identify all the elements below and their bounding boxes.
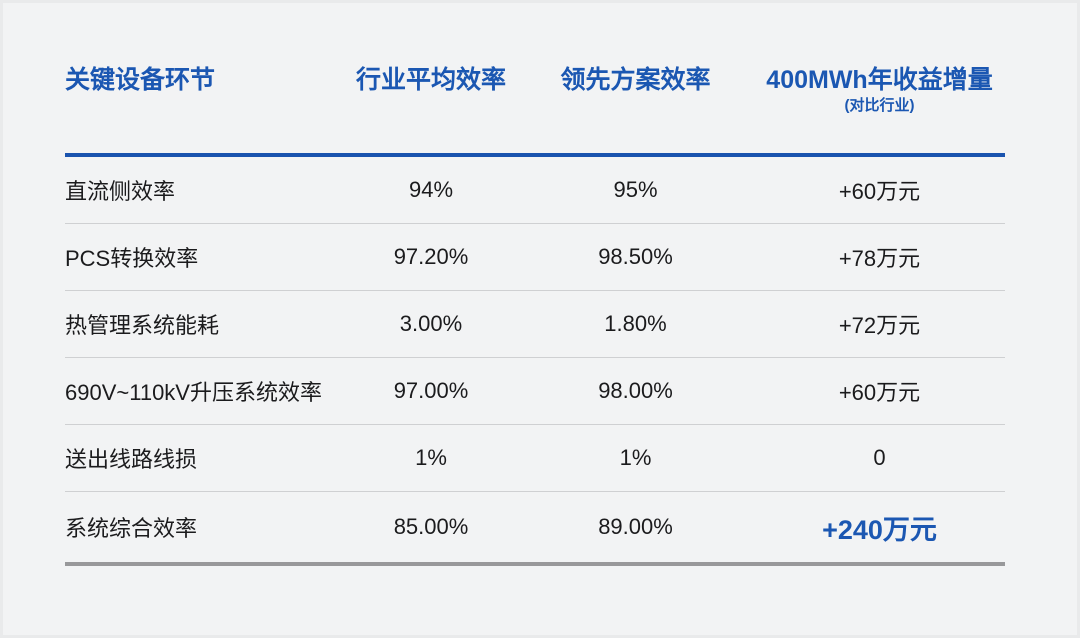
- leading-solution-value: 95%: [613, 177, 658, 202]
- industry-average-value: 94%: [408, 177, 454, 202]
- column-header-annual-gain-subtitle: (对比行业): [844, 97, 915, 114]
- row-label: 热管理系统能耗: [65, 313, 220, 338]
- industry-average-value: 97.20%: [393, 244, 469, 269]
- column-header-annual-gain-title: 400MWh年收益增量: [766, 66, 993, 94]
- table-row: 690V~110kV升压系统效率 97.00% 98.00% +60万元: [65, 358, 1005, 425]
- column-header-industry-average: 行业平均效率: [355, 66, 506, 94]
- leading-solution-value: 98.00%: [598, 378, 673, 403]
- column-header-annual-gain: 400MWh年收益增量 (对比行业): [754, 65, 1005, 115]
- annual-gain-value: +78万元: [838, 246, 921, 271]
- column-header-equipment: 关键设备环节: [65, 66, 216, 94]
- industry-average-value: 97.00%: [393, 378, 469, 403]
- table-bottom-rule: [65, 562, 1005, 566]
- header-divider-rule: [65, 153, 1005, 157]
- row-label: 系统综合效率: [65, 516, 198, 541]
- table-row: 热管理系统能耗 3.00% 1.80% +72万元: [65, 291, 1005, 358]
- annual-gain-value: +72万元: [838, 313, 921, 338]
- annual-gain-total-highlight: +240万元: [822, 514, 937, 545]
- row-label: 送出线路线损: [65, 447, 198, 472]
- annual-gain-value: 0: [873, 445, 886, 470]
- efficiency-comparison-table: 关键设备环节 行业平均效率 领先方案效率 400MWh年收益增量 (对比行业) …: [65, 57, 1005, 566]
- leading-solution-value: 1.80%: [604, 311, 667, 336]
- row-label: 690V~110kV升压系统效率: [65, 380, 322, 405]
- table-row: PCS转换效率 97.20% 98.50% +78万元: [65, 224, 1005, 291]
- annual-gain-value: +60万元: [838, 179, 921, 204]
- leading-solution-value: 98.50%: [598, 244, 673, 269]
- row-label: 直流侧效率: [65, 179, 176, 204]
- industry-average-value: 3.00%: [399, 311, 463, 336]
- leading-solution-value: 1%: [619, 445, 652, 470]
- leading-solution-value: 89.00%: [598, 514, 673, 539]
- annual-gain-value: +60万元: [838, 380, 921, 405]
- industry-average-value: 1%: [415, 445, 447, 470]
- table-row: 送出线路线损 1% 1% 0: [65, 425, 1005, 492]
- industry-average-value: 85.00%: [393, 514, 469, 539]
- table-row-total: 系统综合效率 85.00% 89.00% +240万元: [65, 492, 1005, 562]
- table-row: 直流侧效率 94% 95% +60万元: [65, 157, 1005, 224]
- row-label: PCS转换效率: [65, 246, 199, 271]
- table-header-row: 关键设备环节 行业平均效率 领先方案效率 400MWh年收益增量 (对比行业): [65, 57, 1005, 153]
- column-header-leading-solution: 领先方案效率: [560, 66, 711, 94]
